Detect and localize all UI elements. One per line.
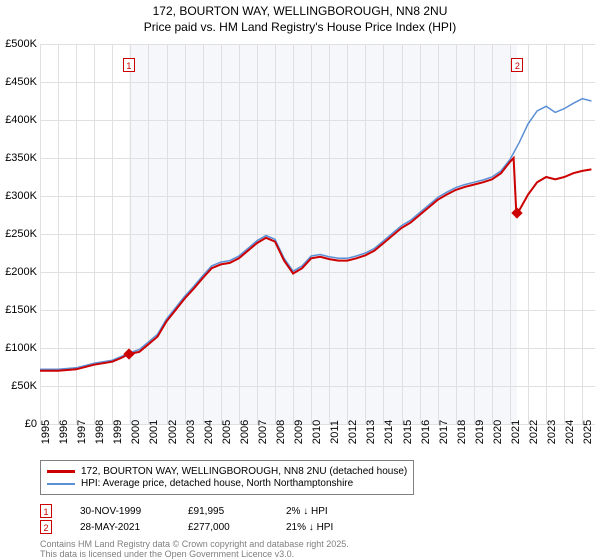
chart-legend: 172, BOURTON WAY, WELLINGBOROUGH, NN8 2N… (40, 460, 414, 495)
legend-row: 172, BOURTON WAY, WELLINGBOROUGH, NN8 2N… (47, 466, 407, 477)
x-tick-label: 2016 (420, 420, 432, 444)
x-tick-label: 2013 (365, 420, 377, 444)
x-tick-label: 2011 (329, 420, 341, 444)
x-tick-label: 1999 (112, 420, 124, 444)
sale-delta: 2% ↓ HPI (286, 506, 328, 517)
x-tick-label: 2003 (185, 420, 197, 444)
legend-swatch-price-paid (47, 470, 75, 473)
chart-title-line2: Price paid vs. HM Land Registry's House … (0, 20, 600, 34)
y-tick-label: £250K (5, 228, 37, 240)
x-tick-label: 2010 (311, 420, 323, 444)
x-tick-label: 2004 (203, 420, 215, 444)
x-tick-label: 2005 (221, 420, 233, 444)
y-tick-label: £50K (11, 380, 37, 392)
y-tick-label: £450K (5, 76, 37, 88)
y-tick-label: £100K (5, 342, 37, 354)
x-tick-label: 2022 (528, 420, 540, 444)
x-tick-label: 2009 (293, 420, 305, 444)
sale-date: 30-NOV-1999 (80, 506, 160, 517)
chart-title-line1: 172, BOURTON WAY, WELLINGBOROUGH, NN8 2N… (0, 0, 600, 20)
x-tick-label: 2024 (564, 420, 576, 444)
sale-delta: 21% ↓ HPI (286, 522, 333, 533)
sales-table: 1 30-NOV-1999 £91,995 2% ↓ HPI 2 28-MAY-… (40, 502, 333, 536)
x-tick-label: 2019 (474, 420, 486, 444)
chart-lines-svg (40, 44, 595, 424)
y-tick-label: £150K (5, 304, 37, 316)
series-price_paid (40, 158, 591, 371)
chart-plot-area: £0£50K£100K£150K£200K£250K£300K£350K£400… (40, 44, 595, 424)
x-tick-label: 1996 (58, 420, 70, 444)
x-tick-label: 2001 (148, 420, 160, 444)
x-tick-label: 2017 (438, 420, 450, 444)
sale-marker-icon: 1 (40, 504, 52, 518)
attribution-text: Contains HM Land Registry data © Crown c… (40, 540, 349, 560)
x-tick-label: 2008 (275, 420, 287, 444)
sale-price: £277,000 (188, 522, 258, 533)
attribution-line2: This data is licensed under the Open Gov… (40, 550, 349, 560)
sale-marker-box: 2 (511, 58, 523, 72)
x-tick-label: 1997 (76, 420, 88, 444)
x-tick-label: 2015 (402, 420, 414, 444)
x-tick-label: 2023 (546, 420, 558, 444)
x-tick-label: 2006 (239, 420, 251, 444)
y-tick-label: £350K (5, 152, 37, 164)
x-tick-label: 1998 (94, 420, 106, 444)
sales-row: 1 30-NOV-1999 £91,995 2% ↓ HPI (40, 504, 333, 518)
y-tick-label: £200K (5, 266, 37, 278)
sale-date: 28-MAY-2021 (80, 522, 160, 533)
x-tick-label: 2018 (456, 420, 468, 444)
sale-marker-box: 1 (123, 58, 135, 72)
x-tick-label: 2012 (347, 420, 359, 444)
x-tick-label: 2021 (510, 420, 522, 444)
chart-container: 172, BOURTON WAY, WELLINGBOROUGH, NN8 2N… (0, 0, 600, 560)
series-hpi (40, 99, 591, 370)
legend-row: HPI: Average price, detached house, Nort… (47, 478, 407, 489)
y-tick-label: £0 (25, 418, 37, 430)
x-tick-label: 1995 (40, 420, 52, 444)
y-tick-label: £300K (5, 190, 37, 202)
legend-label-hpi: HPI: Average price, detached house, Nort… (81, 478, 353, 489)
y-tick-label: £400K (5, 114, 37, 126)
sales-row: 2 28-MAY-2021 £277,000 21% ↓ HPI (40, 520, 333, 534)
sale-price: £91,995 (188, 506, 258, 517)
legend-label-price-paid: 172, BOURTON WAY, WELLINGBOROUGH, NN8 2N… (81, 466, 407, 477)
x-tick-label: 2002 (167, 420, 179, 444)
x-tick-label: 2000 (130, 420, 142, 444)
legend-swatch-hpi (47, 483, 75, 485)
x-tick-label: 2014 (383, 420, 395, 444)
x-tick-label: 2020 (492, 420, 504, 444)
x-tick-label: 2007 (257, 420, 269, 444)
x-tick-label: 2025 (582, 420, 594, 444)
y-tick-label: £500K (5, 38, 37, 50)
sale-marker-icon: 2 (40, 520, 52, 534)
